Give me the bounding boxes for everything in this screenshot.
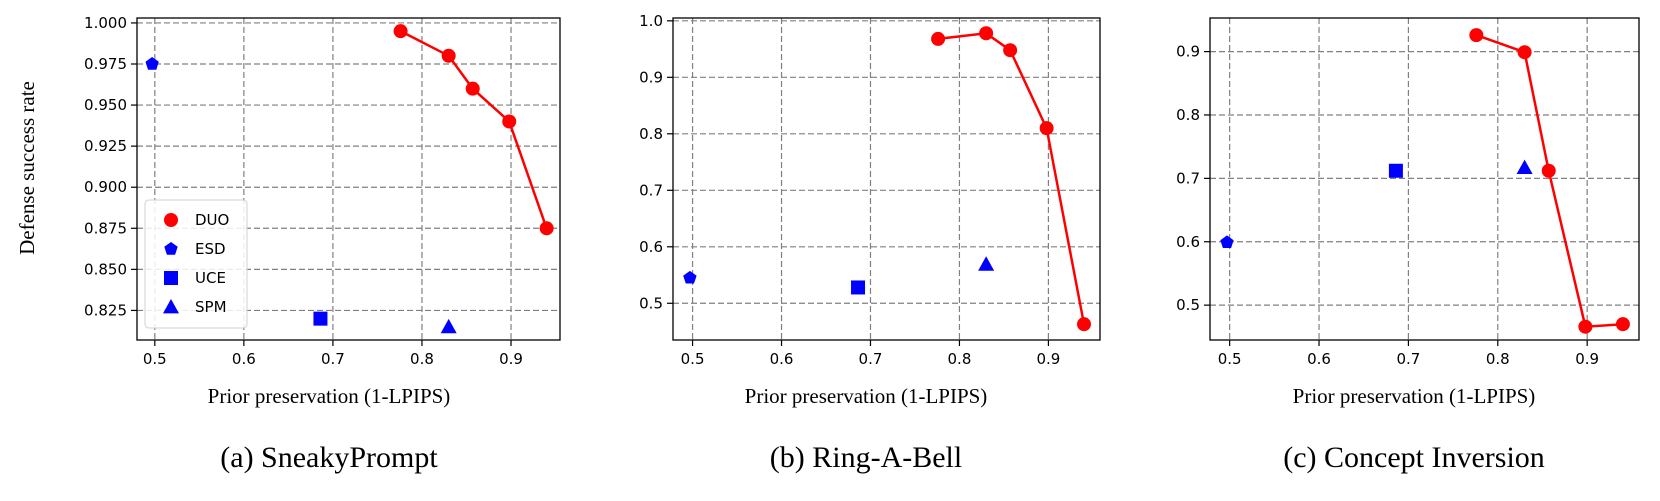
x-axis-label: Prior preservation (1-LPIPS) [745,384,988,408]
y-tick-label: 0.925 [84,137,127,155]
series-uce [851,280,866,295]
plot-area: 0.5 0.6 0.7 0.8 0.9 0.5 0.6 0.7 0.8 0.9 [1176,17,1640,368]
series-esd [683,270,697,284]
series-uce [313,311,328,326]
data-point-duo [979,26,994,41]
y-tick-label: 0.9 [1176,43,1200,61]
x-tick-label: 0.9 [499,350,523,368]
y-tick-label: 0.5 [639,294,663,312]
caption: (c) Concept Inversion [1283,441,1545,474]
panel-ring-a-bell: Prior preservation (1-LPIPS) (b) Ring-A-… [639,12,1101,474]
series-spm [1516,159,1533,174]
y-tick-label: 0.850 [84,260,127,278]
x-tick-label: 0.5 [1218,350,1242,368]
data-point-duo [465,81,480,96]
series-duo [393,24,554,236]
legend-label-spm: SPM [195,298,227,316]
series-spm [440,318,457,334]
y-tick-label: 1.0 [639,12,663,30]
legend: DUO ESD UCE SPM [144,199,248,329]
y-tick-label: 0.5 [1176,296,1200,314]
panel-sneakyprompt: Defense success rate Prior preservation … [15,14,561,474]
x-tick-label: 0.6 [1307,350,1331,368]
axes-frame [1209,17,1640,341]
legend-marker-esd [164,242,178,255]
caption: (a) SneakyPrompt [220,441,438,474]
series-uce [1388,163,1403,178]
legend-marker-duo [164,213,178,227]
y-tick-label: 0.950 [84,96,127,114]
data-point-duo [1615,317,1630,332]
y-tick-label: 0.9 [639,68,663,86]
x-tick-label: 0.6 [232,350,256,368]
x-tick-label: 0.9 [1575,350,1599,368]
legend-label-uce: UCE [195,269,226,287]
axes-frame [136,17,561,341]
data-point-duo [539,221,554,236]
data-point-duo [1076,317,1091,332]
y-tick-label: 0.8 [1176,106,1200,124]
y-tick-label: 0.825 [84,301,127,319]
x-tick-label: 0.8 [948,350,972,368]
series-esd [1220,235,1234,248]
series-duo [931,26,1091,332]
x-axis-label: Prior preservation (1-LPIPS) [208,384,451,408]
y-tick-label: 0.900 [84,178,127,196]
x-tick-label: 0.7 [321,350,345,368]
data-point-esd [145,57,159,70]
panel-concept-inversion: Prior preservation (1-LPIPS) (c) Concept… [1176,17,1640,474]
series-esd [145,57,159,70]
y-tick-label: 0.7 [1176,169,1200,187]
data-point-duo [441,48,456,63]
data-point-duo [1039,121,1054,136]
data-point-uce [313,311,328,326]
y-tick-label: 1.000 [84,14,127,32]
x-tick-label: 0.9 [1036,350,1060,368]
data-point-spm [440,318,457,334]
data-point-duo [502,114,517,129]
data-point-duo [1469,28,1484,43]
data-point-uce [1388,163,1403,178]
y-tick-label: 0.6 [1176,233,1200,251]
data-point-duo [393,24,408,39]
data-point-duo [1517,45,1532,60]
plot-area: 0.5 0.6 0.7 0.8 0.9 0.5 0.6 0.7 0.8 0.9 1.0 [639,12,1101,368]
axes-frame [672,17,1101,341]
y-axis-label: Defense success rate [15,81,39,255]
legend-box [144,199,248,329]
x-tick-label: 0.7 [859,350,883,368]
legend-label-esd: ESD [195,240,226,258]
y-tick-label: 0.7 [639,181,663,199]
data-point-duo [931,31,946,46]
data-point-duo [1541,163,1556,178]
data-point-spm [1516,159,1533,174]
data-point-uce [851,280,866,295]
x-axis-label: Prior preservation (1-LPIPS) [1293,384,1536,408]
data-point-duo [1578,319,1593,334]
plot-area: 0.5 0.6 0.7 0.8 0.9 0.825 0.850 0.875 0.900 0.925… [84,14,561,368]
legend-marker-uce [164,271,178,285]
legend-marker-spm [163,299,179,314]
x-tick-label: 0.8 [1486,350,1510,368]
legend-label-duo: DUO [195,211,229,229]
series-spm [978,256,995,271]
y-tick-label: 0.975 [84,55,127,73]
x-tick-label: 0.7 [1396,350,1420,368]
x-tick-label: 0.5 [681,350,705,368]
y-tick-label: 0.8 [639,125,663,143]
y-tick-label: 0.875 [84,219,127,237]
data-point-esd [1220,235,1234,248]
x-tick-label: 0.8 [410,350,434,368]
data-point-esd [683,270,697,284]
data-point-spm [978,256,995,271]
x-tick-label: 0.5 [143,350,167,368]
caption: (b) Ring-A-Bell [770,441,962,474]
series-duo [1469,28,1630,334]
y-tick-label: 0.6 [639,238,663,256]
data-point-duo [1003,43,1018,58]
x-tick-label: 0.6 [770,350,794,368]
